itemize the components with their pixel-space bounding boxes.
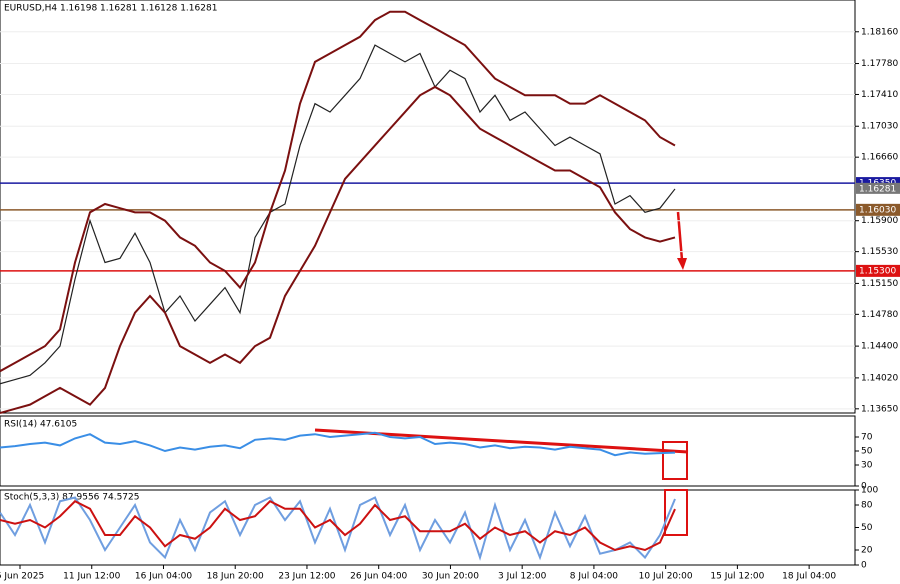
y-tick-label: 1.14780 xyxy=(861,310,898,320)
level-tag xyxy=(856,264,900,277)
main-title: EURUSD,H4 1.16198 1.16281 1.16128 1.1628… xyxy=(4,4,217,14)
y-tick-label: 30 xyxy=(861,461,873,471)
y-tick-label: 0 xyxy=(861,482,867,492)
y-tick-label: 1.18160 xyxy=(861,27,898,37)
price-tag xyxy=(856,182,900,194)
rsi-panel xyxy=(0,415,856,487)
y-tick-label: 1.17030 xyxy=(861,122,898,132)
x-tick-label: 15 Jul 12:00 xyxy=(710,572,764,582)
x-tick-label: 18 Jul 04:00 xyxy=(782,572,836,582)
x-tick-label: 10 Jul 20:00 xyxy=(639,572,693,582)
y-tick-label: 80 xyxy=(861,501,873,511)
y-tick-label: 100 xyxy=(861,486,878,496)
y-tick-label: 50 xyxy=(861,523,873,533)
y-tick-label: 20 xyxy=(861,546,873,556)
y-tick-label: 1.15900 xyxy=(861,216,898,226)
y-tick-label: 1.15530 xyxy=(861,247,898,257)
x-tick-label: 23 Jun 12:00 xyxy=(278,572,335,582)
series-line xyxy=(0,496,676,561)
y-tick-label: 1.14020 xyxy=(861,373,898,383)
x-tick-label: 26 Jun 04:00 xyxy=(350,572,407,582)
y-tick-label: 1.13650 xyxy=(861,404,898,414)
x-tick-label: 18 Jun 20:00 xyxy=(207,572,264,582)
y-tick-label: 1.16660 xyxy=(861,153,898,163)
series-line xyxy=(0,10,676,373)
series-line xyxy=(0,44,676,385)
y-tick-label: 1.17410 xyxy=(861,90,898,100)
y-tick-label: 70 xyxy=(861,433,873,443)
stoch-highlight-box xyxy=(664,489,688,536)
down-arrow-shaft xyxy=(676,211,684,261)
main-panel xyxy=(0,0,856,414)
level-label: 1.15300 xyxy=(859,266,896,276)
level-label: 1.16030 xyxy=(859,205,896,215)
y-tick-label: 50 xyxy=(861,447,873,457)
y-tick-label: 1.15150 xyxy=(861,279,898,289)
x-tick-label: 6 Jun 2025 xyxy=(0,572,44,582)
price-label: 1.16281 xyxy=(859,184,896,194)
y-tick-label: 1.14400 xyxy=(861,342,898,352)
series-line xyxy=(0,500,676,552)
series-line xyxy=(0,85,676,414)
rsi-title: RSI(14) 47.6105 xyxy=(4,420,77,430)
x-tick-label: 30 Jun 20:00 xyxy=(422,572,479,582)
x-tick-label: 11 Jun 12:00 xyxy=(63,572,120,582)
down-arrow-head xyxy=(677,258,687,270)
series-line xyxy=(0,431,676,457)
x-tick-label: 16 Jun 04:00 xyxy=(135,572,192,582)
y-tick-label: 1.17780 xyxy=(861,59,898,69)
y-tick-label: 0 xyxy=(861,561,867,571)
rsi-highlight-box xyxy=(662,441,688,480)
level-tag xyxy=(856,203,900,216)
x-tick-label: 8 Jul 04:00 xyxy=(570,572,619,582)
x-tick-label: 3 Jul 12:00 xyxy=(498,572,547,582)
